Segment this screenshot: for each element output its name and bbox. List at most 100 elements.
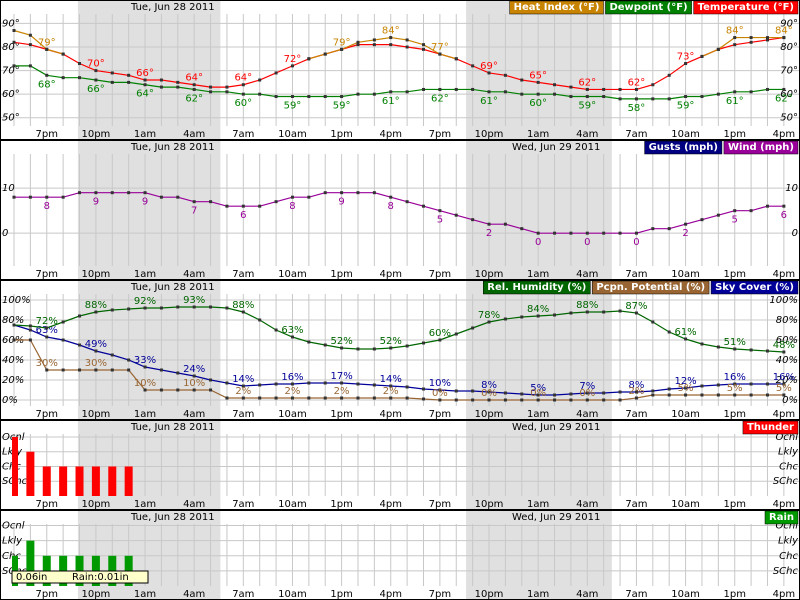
- data-point: [372, 38, 376, 42]
- x-tick-label: 1pm: [330, 269, 352, 280]
- data-label: 10%: [134, 378, 156, 389]
- data-label: 52%: [380, 336, 402, 347]
- data-label: 30%: [85, 358, 107, 369]
- x-tick-label: 1am: [527, 589, 549, 600]
- data-point: [258, 92, 262, 96]
- y-tick-label: 60°: [2, 89, 20, 100]
- data-point: [28, 33, 32, 37]
- data-point: [471, 389, 475, 393]
- data-point: [127, 358, 131, 362]
- data-point: [684, 393, 688, 397]
- series-line: [13, 29, 784, 60]
- data-label: 9: [338, 197, 344, 208]
- data-point: [569, 311, 573, 315]
- data-point: [290, 396, 294, 400]
- data-point: [700, 342, 704, 346]
- data-point: [176, 388, 180, 392]
- data-point: [651, 393, 655, 397]
- annotation-box: [11, 570, 149, 584]
- data-point: [28, 195, 32, 199]
- data-point: [274, 200, 278, 204]
- x-tick-label: 10pm: [475, 499, 504, 510]
- data-point: [241, 310, 245, 314]
- x-tick-label: 4am: [576, 129, 598, 140]
- data-point: [78, 191, 82, 195]
- series-line: [14, 192, 784, 234]
- data-point: [765, 382, 769, 386]
- data-point: [274, 382, 278, 386]
- data-point: [61, 76, 65, 80]
- data-point: [372, 92, 376, 96]
- data-point: [45, 368, 49, 372]
- x-tick-label: 1am: [527, 269, 549, 280]
- data-label: 59°: [284, 101, 302, 112]
- x-tick-label: 10am: [278, 589, 307, 600]
- x-tick-label: 4pm: [380, 129, 402, 140]
- data-point: [422, 341, 425, 345]
- data-label: 65°: [529, 70, 547, 81]
- legend-swatch: [605, 0, 692, 15]
- data-point: [585, 391, 589, 395]
- data-point: [553, 92, 557, 96]
- data-point: [716, 213, 720, 217]
- data-point: [110, 353, 114, 357]
- data-point: [454, 87, 458, 91]
- x-tick-label: 10pm: [475, 129, 504, 140]
- data-point: [503, 222, 507, 226]
- data-point: [684, 337, 688, 341]
- x-tick-label: 7pm: [36, 499, 58, 510]
- legend-label: Dewpoint (°F): [609, 2, 687, 13]
- data-point: [454, 332, 458, 336]
- data-point: [45, 335, 49, 339]
- data-point: [618, 97, 622, 101]
- x-tick-label: 7am: [625, 589, 647, 600]
- data-point: [553, 231, 557, 235]
- y-tick-label: 90°: [2, 18, 20, 29]
- data-point: [356, 191, 360, 195]
- data-point: [651, 97, 655, 101]
- data-point: [422, 397, 425, 401]
- data-point: [225, 85, 229, 89]
- date-label: Wed, Jun 29 2011: [512, 512, 600, 523]
- data-point: [176, 85, 180, 89]
- data-label: 61°: [480, 96, 498, 107]
- data-point: [78, 62, 82, 66]
- data-point: [143, 306, 147, 310]
- x-tick-label: 10pm: [475, 409, 504, 420]
- data-label: 66°: [136, 68, 154, 79]
- x-tick-label: 7pm: [36, 589, 58, 600]
- data-point: [45, 326, 49, 330]
- data-point: [765, 87, 769, 91]
- data-label: 48%: [773, 340, 795, 351]
- data-point: [503, 317, 507, 321]
- data-point: [438, 209, 442, 213]
- data-point: [503, 398, 507, 402]
- data-label: 2%: [235, 386, 251, 397]
- data-point: [422, 43, 425, 47]
- data-point: [634, 87, 638, 91]
- data-point: [585, 310, 589, 314]
- x-tick-label: 1pm: [723, 499, 745, 510]
- data-point: [389, 90, 393, 94]
- data-label: 84%: [527, 304, 549, 315]
- data-point: [422, 387, 425, 391]
- bar: [12, 436, 18, 496]
- y-tick-label: 70°: [780, 66, 798, 77]
- night-shading: [466, 511, 612, 599]
- data-point: [307, 396, 311, 400]
- data-label: 2%: [629, 386, 645, 397]
- data-point: [733, 90, 737, 94]
- legend-swatch: [509, 0, 604, 15]
- data-point: [684, 95, 688, 99]
- data-point: [340, 191, 344, 195]
- data-point: [651, 320, 655, 324]
- x-tick-label: 4pm: [773, 409, 795, 420]
- data-label: 0%: [579, 388, 595, 399]
- data-point: [487, 222, 491, 226]
- x-tick-label: 1am: [134, 589, 156, 600]
- data-point: [290, 195, 294, 199]
- data-point: [389, 396, 393, 400]
- data-point: [176, 371, 180, 375]
- y-tick-label: 20%: [776, 375, 798, 386]
- data-point: [438, 338, 442, 342]
